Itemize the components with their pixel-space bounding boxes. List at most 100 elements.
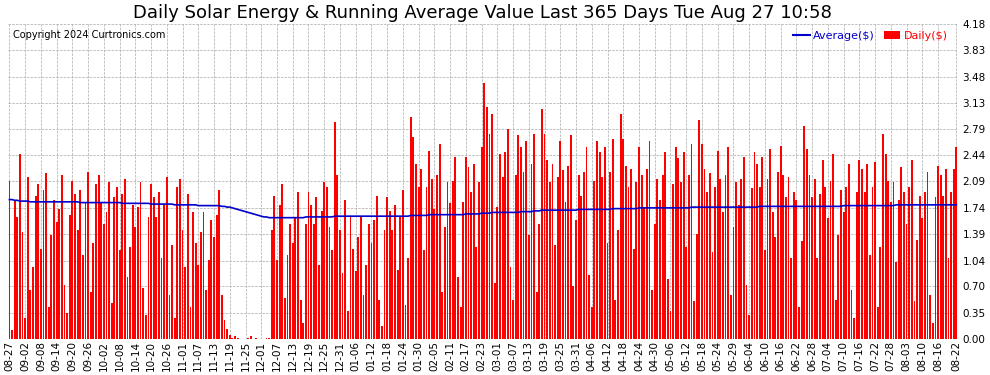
Bar [22,232,24,339]
Bar [213,237,215,339]
Bar [588,275,590,339]
Bar [541,109,543,339]
Bar [302,322,304,339]
Bar [352,249,354,339]
Bar [780,146,781,339]
Bar [919,196,921,339]
Bar [79,190,81,339]
Bar [685,247,687,339]
Bar [140,182,142,339]
Bar [108,182,110,339]
Bar [370,243,372,339]
Bar [334,122,336,339]
Bar [473,164,474,339]
Bar [935,197,937,339]
Bar [53,200,54,339]
Bar [722,212,724,339]
Bar [171,245,173,339]
Bar [539,225,541,339]
Bar [564,202,566,339]
Bar [636,182,638,339]
Bar [518,135,519,339]
Bar [769,149,771,339]
Bar [644,207,645,339]
Bar [940,175,941,339]
Bar [103,225,105,339]
Bar [337,175,339,339]
Bar [675,147,676,339]
Bar [578,175,579,339]
Bar [785,197,787,339]
Bar [494,283,496,339]
Bar [279,205,280,339]
Bar [397,270,399,339]
Bar [127,277,129,339]
Bar [74,194,76,339]
Bar [838,235,840,339]
Bar [69,214,70,339]
Bar [300,300,302,339]
Bar [809,175,811,339]
Bar [137,207,139,339]
Bar [950,192,952,339]
Bar [591,308,593,339]
Bar [58,209,60,339]
Bar [313,225,315,339]
Bar [534,134,535,339]
Bar [743,156,744,339]
Bar [871,187,873,339]
Bar [224,320,226,339]
Bar [947,258,949,339]
Bar [491,114,493,339]
Bar [216,214,218,339]
Bar [148,217,149,339]
Bar [11,330,13,339]
Bar [709,173,711,339]
Bar [615,300,617,339]
Bar [570,135,571,339]
Bar [276,260,278,339]
Bar [822,160,824,339]
Bar [667,279,669,339]
Bar [793,192,795,339]
Bar [777,172,779,339]
Bar [357,237,359,339]
Bar [841,190,842,339]
Bar [284,298,286,339]
Bar [413,137,415,339]
Bar [444,228,446,339]
Bar [601,177,603,339]
Bar [87,172,89,339]
Bar [575,220,577,339]
Bar [227,328,228,339]
Bar [691,144,692,339]
Bar [289,225,291,339]
Bar [66,313,68,339]
Bar [19,154,21,339]
Bar [106,212,107,339]
Bar [853,318,855,339]
Bar [680,182,682,339]
Bar [462,202,464,339]
Bar [129,247,131,339]
Bar [402,190,404,339]
Bar [451,181,453,339]
Bar [693,302,695,339]
Bar [833,154,834,339]
Bar [326,187,328,339]
Bar [429,150,430,339]
Bar [203,212,205,339]
Bar [906,225,908,339]
Bar [835,300,837,339]
Bar [628,187,630,339]
Bar [625,166,627,339]
Bar [728,147,729,339]
Bar [187,194,189,339]
Bar [40,249,42,339]
Bar [449,203,451,339]
Bar [659,200,661,339]
Bar [507,129,509,339]
Bar [523,172,525,339]
Bar [389,211,391,339]
Bar [467,167,469,339]
